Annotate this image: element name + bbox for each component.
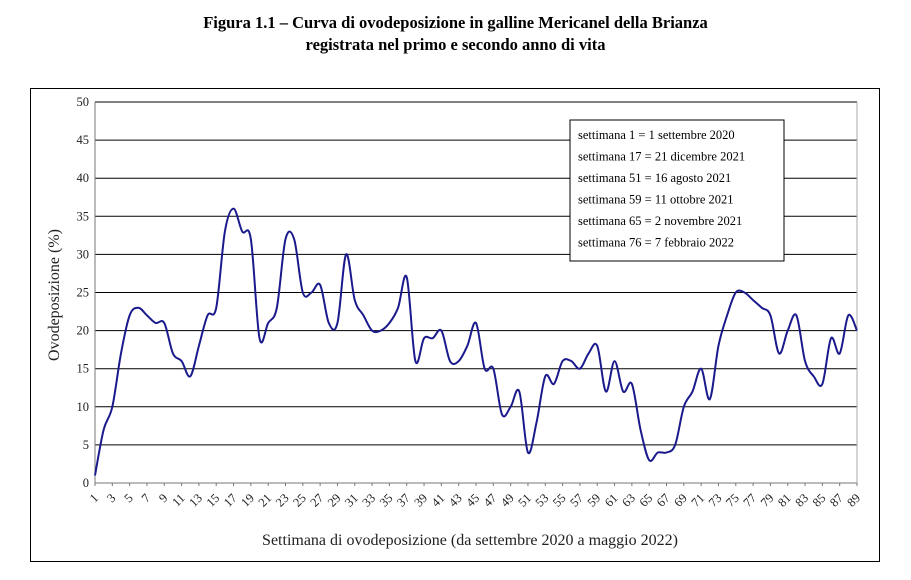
- x-tick-label: 45: [463, 491, 482, 510]
- legend-entry: settimana 51 = 16 agosto 2021: [578, 171, 731, 185]
- x-tick-label: 73: [706, 491, 725, 510]
- x-tick-label: 55: [550, 491, 569, 510]
- x-tick-label: 79: [758, 491, 777, 510]
- x-tick-label: 1: [87, 491, 101, 505]
- legend-entry: settimana 59 = 11 ottobre 2021: [578, 193, 734, 207]
- chart-title: Figura 1.1 – Curva di ovodeposizione in …: [0, 12, 911, 56]
- x-tick-label: 47: [481, 491, 500, 510]
- chart-title-line-1: Figura 1.1 – Curva di ovodeposizione in …: [203, 13, 708, 32]
- x-tick-label: 67: [654, 491, 673, 510]
- chart-frame: [30, 88, 880, 562]
- x-tick-label: 29: [325, 491, 344, 510]
- x-tick-label: 35: [377, 491, 396, 510]
- y-tick-label: 10: [77, 400, 90, 414]
- x-tick-label: 49: [498, 491, 517, 510]
- x-tick-label: 57: [567, 491, 586, 510]
- x-tick-label: 33: [359, 491, 378, 510]
- x-tick-label: 85: [810, 491, 829, 510]
- x-tick-label: 81: [775, 491, 794, 510]
- y-tick-label: 5: [83, 438, 89, 452]
- x-tick-label: 51: [515, 491, 534, 510]
- axes: [94, 102, 858, 486]
- series-line: [94, 207, 858, 476]
- x-tick-label: 63: [619, 491, 638, 510]
- x-tick-label: 7: [139, 491, 153, 505]
- x-tick-label: 21: [256, 491, 275, 510]
- x-tick-label: 15: [204, 491, 223, 510]
- x-tick-label: 37: [394, 491, 413, 510]
- x-tick-label: 5: [121, 491, 135, 505]
- x-tick-label: 61: [602, 491, 621, 510]
- x-tick-label: 39: [411, 491, 430, 510]
- x-tick-label: 31: [342, 491, 361, 510]
- x-tick-label: 59: [585, 491, 604, 510]
- chart-title-line-2: registrata nel primo e secondo anno di v…: [305, 35, 606, 54]
- y-axis-label: Ovodeposizione (%): [46, 229, 63, 361]
- y-tick-labels: 0 5 10 15 20 25 30 35 40 45 50: [77, 95, 90, 490]
- x-tick-label: 75: [723, 491, 742, 510]
- legend-entry: settimana 76 = 7 febbraio 2022: [578, 236, 734, 250]
- y-tick-label: 30: [77, 247, 90, 261]
- x-tick-label: 3: [104, 491, 118, 505]
- x-tick-label: 23: [273, 491, 292, 510]
- legend-entry: settimana 65 = 2 novembre 2021: [578, 214, 742, 228]
- x-tick-label: 43: [446, 491, 465, 510]
- y-tick-label: 45: [77, 133, 90, 147]
- y-tick-label: 40: [77, 171, 90, 185]
- y-tick-label: 35: [77, 209, 90, 223]
- y-tick-label: 0: [83, 476, 89, 490]
- x-tick-label: 89: [844, 491, 863, 510]
- x-tick-labels: 1 3 5 7 911131517192123252729313335373941434…: [87, 491, 863, 510]
- x-tick-label: 13: [186, 491, 205, 510]
- y-tick-label: 50: [77, 95, 90, 109]
- x-tick-label: 71: [689, 491, 708, 510]
- x-tick-label: 19: [238, 491, 257, 510]
- x-tick-label: 87: [827, 491, 846, 510]
- y-tick-label: 25: [77, 286, 90, 300]
- x-tick-label: 69: [671, 491, 690, 510]
- legend-box: settimana 1 = 1 settembre 2020 settimana …: [569, 119, 785, 262]
- x-tick-label: 77: [740, 491, 759, 510]
- legend-entry: settimana 17 = 21 dicembre 2021: [578, 150, 745, 164]
- legend-entry: settimana 1 = 1 settembre 2020: [578, 128, 735, 142]
- y-tick-label: 15: [77, 362, 90, 376]
- x-tick-label: 9: [156, 491, 170, 505]
- x-tick-label: 27: [308, 491, 327, 510]
- x-tick-label: 53: [533, 491, 552, 510]
- x-tick-label: 83: [792, 491, 811, 510]
- legend-frame: [569, 119, 785, 262]
- x-tick-label: 25: [290, 491, 309, 510]
- x-tick-label: 41: [429, 491, 448, 510]
- x-tick-label: 65: [637, 491, 656, 510]
- x-tick-label: 17: [221, 491, 240, 510]
- x-axis-label: Settimana di ovodeposizione (da settembr…: [262, 532, 678, 549]
- x-tick-label: 11: [169, 491, 187, 509]
- y-tick-label: 20: [77, 324, 90, 338]
